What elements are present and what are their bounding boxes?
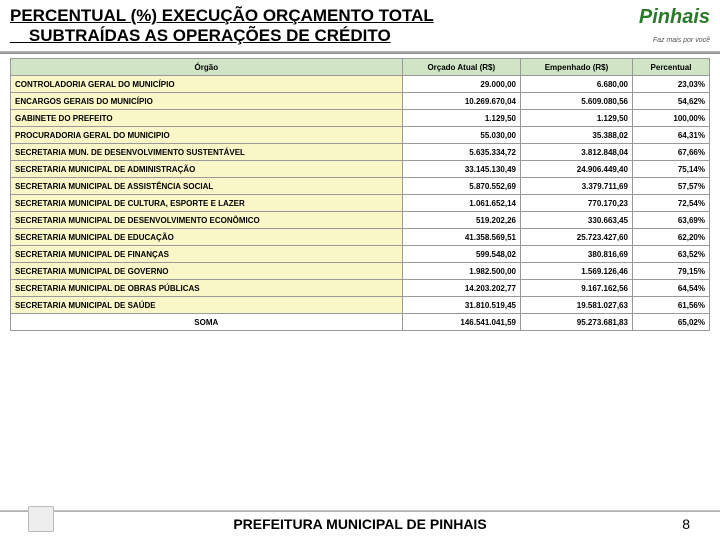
cell-orgao: SECRETARIA MUNICIPAL DE SAÚDE: [11, 297, 403, 314]
cell-orcado: 1.129,50: [402, 110, 520, 127]
cell-percentual: 63,52%: [632, 246, 709, 263]
cell-percentual: 100,00%: [632, 110, 709, 127]
cell-orcado: 10.269.670,04: [402, 93, 520, 110]
cell-percentual: 72,54%: [632, 195, 709, 212]
cell-percentual: 54,62%: [632, 93, 709, 110]
cell-percentual: 62,20%: [632, 229, 709, 246]
cell-orcado: 5.870.552,69: [402, 178, 520, 195]
table-row: ENCARGOS GERAIS DO MUNICÍPIO10.269.670,0…: [11, 93, 710, 110]
table-row: SECRETARIA MUNICIPAL DE GOVERNO1.982.500…: [11, 263, 710, 280]
header-rule: [0, 51, 720, 54]
logo-name: Pinhais: [610, 6, 710, 29]
cell-orcado: 29.000,00: [402, 76, 520, 93]
title-line-1: PERCENTUAL (%) EXECUÇÃO ORÇAMENTO TOTAL: [10, 6, 434, 25]
table-row: SECRETARIA MUNICIPAL DE SAÚDE31.810.519,…: [11, 297, 710, 314]
col-orcado: Orçado Atual (R$): [402, 59, 520, 76]
cell-orgao: GABINETE DO PREFEITO: [11, 110, 403, 127]
table-row: PROCURADORIA GERAL DO MUNICIPIO55.030,00…: [11, 127, 710, 144]
municipal-seal-icon: [28, 506, 54, 532]
cell-orcado: 599.548,02: [402, 246, 520, 263]
col-empenhado: Empenhado (R$): [521, 59, 633, 76]
table-header-row: Órgão Orçado Atual (R$) Empenhado (R$) P…: [11, 59, 710, 76]
cell-empenhado: 6.680,00: [521, 76, 633, 93]
cell-orcado: 41.358.569,51: [402, 229, 520, 246]
table-row: SECRETARIA MUNICIPAL DE DESENVOLVIMENTO …: [11, 212, 710, 229]
col-percentual: Percentual: [632, 59, 709, 76]
cell-orgao: SECRETARIA MUN. DE DESENVOLVIMENTO SUSTE…: [11, 144, 403, 161]
cell-orcado: 1.982.500,00: [402, 263, 520, 280]
cell-empenhado: 1.129,50: [521, 110, 633, 127]
cell-orgao: SECRETARIA MUNICIPAL DE FINANÇAS: [11, 246, 403, 263]
cell-empenhado: 5.609.080,56: [521, 93, 633, 110]
cell-orcado: 14.203.202,77: [402, 280, 520, 297]
budget-table: Órgão Orçado Atual (R$) Empenhado (R$) P…: [10, 58, 710, 331]
cell-empenhado: 25.723.427,60: [521, 229, 633, 246]
cell-empenhado: 380.816,69: [521, 246, 633, 263]
cell-orgao: SECRETARIA MUNICIPAL DE ASSISTÊNCIA SOCI…: [11, 178, 403, 195]
table-row: SECRETARIA MUNICIPAL DE EDUCAÇÃO41.358.5…: [11, 229, 710, 246]
cell-percentual: 63,69%: [632, 212, 709, 229]
cell-orcado: 55.030,00: [402, 127, 520, 144]
cell-orcado: 31.810.519,45: [402, 297, 520, 314]
cell-orgao: SECRETARIA MUNICIPAL DE EDUCAÇÃO: [11, 229, 403, 246]
cell-orgao: SECRETARIA MUNICIPAL DE ADMINISTRAÇÃO: [11, 161, 403, 178]
table-row: SECRETARIA MUNICIPAL DE OBRAS PÚBLICAS14…: [11, 280, 710, 297]
table-row: SECRETARIA MUNICIPAL DE ASSISTÊNCIA SOCI…: [11, 178, 710, 195]
table-row: SECRETARIA MUNICIPAL DE FINANÇAS599.548,…: [11, 246, 710, 263]
cell-percentual: 23,03%: [632, 76, 709, 93]
table-row: GABINETE DO PREFEITO1.129,501.129,50100,…: [11, 110, 710, 127]
cell-orgao: SECRETARIA MUNICIPAL DE GOVERNO: [11, 263, 403, 280]
cell-orcado: 33.145.130,49: [402, 161, 520, 178]
footer-rule: [0, 510, 720, 512]
cell-empenhado: 1.569.126,46: [521, 263, 633, 280]
col-orgao: Órgão: [11, 59, 403, 76]
title-line-2: SUBTRAÍDAS AS OPERAÇÕES DE CRÉDITO: [29, 26, 391, 45]
cell-empenhado: 3.812.848,04: [521, 144, 633, 161]
cell-empenhado: 24.906.449,40: [521, 161, 633, 178]
cell-orcado: 5.635.334,72: [402, 144, 520, 161]
cell-orcado: 1.061.652,14: [402, 195, 520, 212]
page-title: PERCENTUAL (%) EXECUÇÃO ORÇAMENTO TOTAL …: [10, 6, 610, 47]
page-number: 8: [682, 516, 690, 532]
cell-orcado: 519.202,26: [402, 212, 520, 229]
table-row: SECRETARIA MUN. DE DESENVOLVIMENTO SUSTE…: [11, 144, 710, 161]
cell-percentual: 61,56%: [632, 297, 709, 314]
cell-orgao: CONTROLADORIA GERAL DO MUNICÍPIO: [11, 76, 403, 93]
cell-empenhado: 35.388,02: [521, 127, 633, 144]
cell-orgao: PROCURADORIA GERAL DO MUNICIPIO: [11, 127, 403, 144]
cell-orgao: SECRETARIA MUNICIPAL DE DESENVOLVIMENTO …: [11, 212, 403, 229]
cell-soma-label: SOMA: [11, 314, 403, 331]
footer-text: PREFEITURA MUNICIPAL DE PINHAIS: [233, 516, 486, 532]
cell-soma-pct: 65,02%: [632, 314, 709, 331]
cell-empenhado: 9.167.162,56: [521, 280, 633, 297]
cell-orgao: SECRETARIA MUNICIPAL DE OBRAS PÚBLICAS: [11, 280, 403, 297]
table-row: CONTROLADORIA GERAL DO MUNICÍPIO29.000,0…: [11, 76, 710, 93]
table-row: SECRETARIA MUNICIPAL DE CULTURA, ESPORTE…: [11, 195, 710, 212]
cell-soma-emp: 95.273.681,83: [521, 314, 633, 331]
cell-percentual: 67,66%: [632, 144, 709, 161]
cell-empenhado: 3.379.711,69: [521, 178, 633, 195]
table-row: SECRETARIA MUNICIPAL DE ADMINISTRAÇÃO33.…: [11, 161, 710, 178]
cell-percentual: 75,14%: [632, 161, 709, 178]
cell-percentual: 57,57%: [632, 178, 709, 195]
cell-orgao: SECRETARIA MUNICIPAL DE CULTURA, ESPORTE…: [11, 195, 403, 212]
cell-soma-orcado: 146.541.041,59: [402, 314, 520, 331]
logo: Pinhais Faz mais por você: [610, 6, 710, 47]
logo-tagline: Faz mais por você: [653, 37, 710, 44]
cell-percentual: 64,54%: [632, 280, 709, 297]
cell-percentual: 64,31%: [632, 127, 709, 144]
table-row-soma: SOMA146.541.041,5995.273.681,8365,02%: [11, 314, 710, 331]
cell-empenhado: 330.663,45: [521, 212, 633, 229]
cell-percentual: 79,15%: [632, 263, 709, 280]
cell-orgao: ENCARGOS GERAIS DO MUNICÍPIO: [11, 93, 403, 110]
cell-empenhado: 770.170,23: [521, 195, 633, 212]
cell-empenhado: 19.581.027,63: [521, 297, 633, 314]
